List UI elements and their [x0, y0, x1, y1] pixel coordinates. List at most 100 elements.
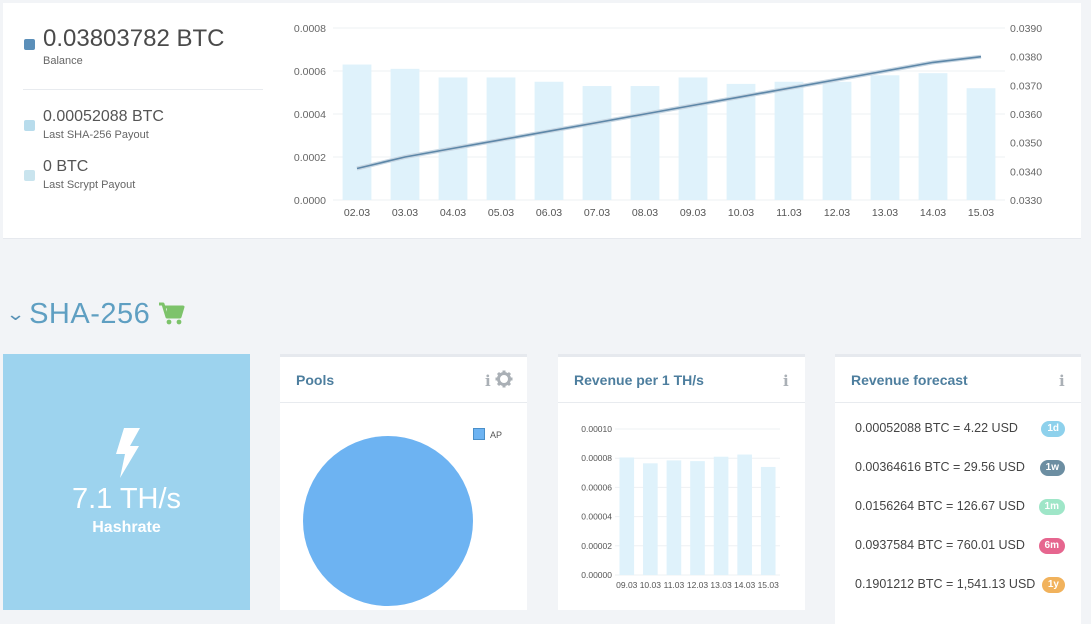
legend-label: AP	[490, 430, 502, 440]
payout-bar[interactable]	[966, 88, 996, 200]
payout-bar[interactable]	[438, 77, 468, 200]
revenue-title: Revenue per 1 TH/s	[574, 372, 704, 388]
x-tick-label: 05.03	[488, 207, 514, 219]
y-right-tick-label: 0.0390	[1010, 23, 1042, 35]
lightning-bolt-icon	[116, 428, 140, 478]
x-tick-label: 07.03	[584, 207, 610, 219]
y-tick-label: 0.00006	[581, 482, 612, 492]
period-badge: 1m	[1038, 499, 1065, 515]
sha256-payout-amount: 0.00052088 BTC	[43, 108, 164, 125]
y-right-tick-label: 0.0360	[1010, 109, 1042, 121]
hashrate-card: 7.1 TH/s Hashrate	[3, 354, 250, 610]
y-tick-label: 0.00008	[581, 453, 612, 463]
balance-label: Balance	[43, 55, 83, 67]
forecast-row: 0.0156264 BTC = 126.67 USD	[855, 499, 1025, 513]
y-left-tick-label: 0.0008	[294, 23, 326, 35]
payout-bar[interactable]	[678, 77, 708, 200]
payout-bar[interactable]	[870, 75, 900, 200]
x-tick-label: 09.03	[616, 580, 638, 590]
y-tick-label: 0.00002	[581, 541, 612, 551]
balance-legend-swatch	[24, 39, 35, 50]
pools-title: Pools	[296, 372, 335, 388]
period-badge: 1w	[1039, 460, 1065, 476]
payout-bar[interactable]	[822, 81, 852, 200]
revenue-bar[interactable]	[737, 454, 752, 575]
y-left-tick-label: 0.0004	[294, 109, 326, 121]
payout-bar[interactable]	[774, 81, 804, 200]
x-tick-label: 03.03	[392, 207, 418, 219]
revenue-card-header: Revenue per 1 TH/s i	[558, 357, 805, 403]
balance-panel: 0.03803782 BTC Balance 0.00052088 BTC La…	[3, 3, 1081, 239]
x-tick-label: 15.03	[758, 580, 780, 590]
balance-line[interactable]	[356, 55, 982, 170]
x-tick-label: 04.03	[440, 207, 466, 219]
gear-icon[interactable]	[495, 370, 513, 388]
period-badge: 1y	[1041, 577, 1065, 593]
scrypt-payout-swatch	[24, 170, 35, 181]
x-tick-label: 10.03	[640, 580, 662, 590]
balance-history-chart[interactable]: 0.0000 0.0002 0.0004 0.0006 0.0008 0.0330 0.03…	[283, 3, 1073, 239]
payout-bar[interactable]	[918, 73, 948, 200]
period-badge: 6m	[1038, 538, 1065, 554]
x-tick-label: 09.03	[680, 207, 706, 219]
payout-bar[interactable]	[726, 83, 756, 200]
y-right-tick-label: 0.0380	[1010, 52, 1042, 64]
forecast-row: 0.1901212 BTC = 1,541.13 USD	[855, 577, 1036, 591]
info-icon[interactable]: i	[485, 372, 491, 390]
scrypt-payout-amount: 0 BTC	[43, 158, 89, 175]
y-left-tick-label: 0.0002	[294, 152, 326, 164]
balance-amount: 0.03803782 BTC	[43, 25, 225, 52]
revenue-bar[interactable]	[619, 457, 635, 575]
y-left-tick-label: 0.0000	[294, 195, 326, 207]
forecast-row: 0.00364616 BTC = 29.56 USD	[855, 460, 1025, 474]
period-badge: 1d	[1041, 421, 1065, 437]
y-right-tick-label: 0.0350	[1010, 138, 1042, 150]
revenue-bar[interactable]	[713, 456, 729, 575]
pie-slice[interactable]	[303, 436, 473, 606]
revenue-bar[interactable]	[760, 466, 776, 575]
legend-swatch	[473, 428, 485, 440]
x-tick-label: 08.03	[632, 207, 658, 219]
x-tick-label: 10.03	[728, 207, 754, 219]
forecast-row: 0.00052088 BTC = 4.22 USD	[855, 421, 1018, 435]
sha256-payout-swatch	[24, 120, 35, 131]
sha256-payout-label: Last SHA-256 Payout	[43, 129, 149, 141]
pools-card-header: Pools i	[280, 357, 527, 403]
x-tick-label: 02.03	[344, 207, 370, 219]
y-tick-label: 0.00004	[581, 512, 612, 522]
payout-bar[interactable]	[342, 64, 372, 200]
x-tick-label: 12.03	[824, 207, 850, 219]
payout-bar[interactable]	[534, 81, 564, 200]
x-tick-label: 13.03	[710, 580, 732, 590]
payout-bar[interactable]	[630, 86, 660, 200]
hashrate-label: Hashrate	[92, 519, 161, 536]
pools-pie-chart[interactable]: AP	[280, 407, 527, 612]
revenue-bar[interactable]	[643, 463, 658, 575]
revenue-forecast-card: Revenue forecast i 0.00052088 BTC = 4.22…	[835, 354, 1081, 624]
chevron-down-icon[interactable]: ⌄	[5, 303, 26, 324]
info-icon[interactable]: i	[783, 372, 789, 390]
y-right-tick-label: 0.0340	[1010, 166, 1042, 178]
y-tick-label: 0.00010	[581, 424, 612, 434]
x-tick-label: 14.03	[734, 580, 756, 590]
y-tick-label: 0.00000	[581, 570, 612, 580]
shopping-cart-icon[interactable]	[158, 302, 186, 326]
payout-bar[interactable]	[390, 68, 420, 200]
y-right-tick-label: 0.0370	[1010, 80, 1042, 92]
revenue-bar[interactable]	[666, 460, 682, 575]
forecast-card-header: Revenue forecast i	[835, 357, 1081, 403]
y-left-tick-label: 0.0006	[294, 66, 326, 78]
pools-card: Pools i AP	[280, 354, 527, 610]
scrypt-payout-label: Last Scrypt Payout	[43, 179, 136, 191]
x-tick-label: 14.03	[920, 207, 946, 219]
revenue-bar-chart[interactable]: 0.00000 0.00002 0.00004 0.00006 0.00008 0.000…	[558, 407, 805, 612]
x-tick-label: 15.03	[968, 207, 994, 219]
payout-bar[interactable]	[582, 86, 612, 200]
revenue-bar[interactable]	[690, 461, 705, 575]
forecast-title: Revenue forecast	[851, 372, 968, 388]
x-tick-label: 12.03	[687, 580, 709, 590]
sha256-section-header[interactable]: ⌄ SHA-256	[5, 296, 186, 332]
hashrate-value: 7.1 TH/s	[71, 483, 182, 515]
x-tick-label: 13.03	[872, 207, 898, 219]
info-icon[interactable]: i	[1059, 372, 1065, 390]
